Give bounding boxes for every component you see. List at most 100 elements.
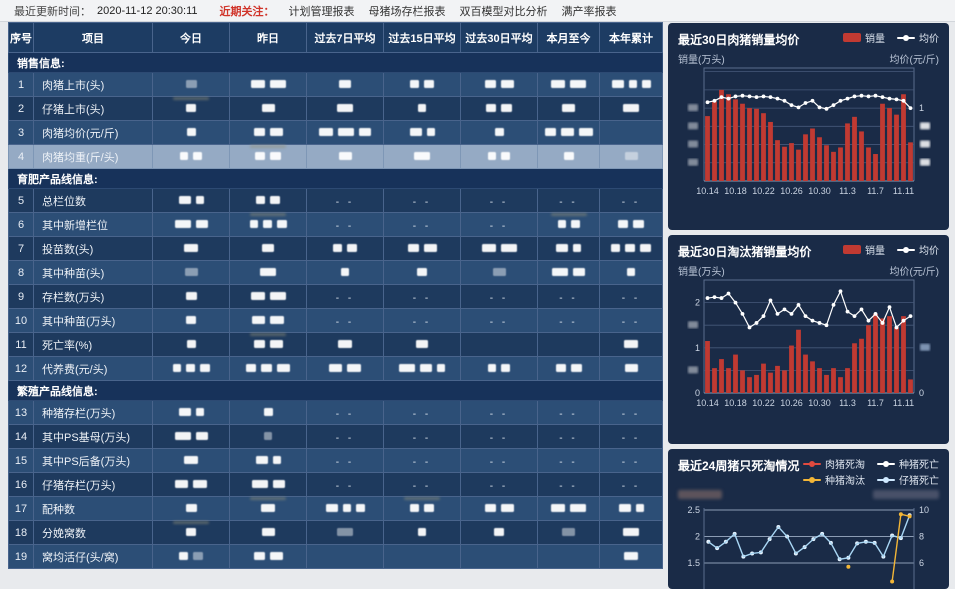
table-cell: [229, 188, 307, 213]
table-cell: - -: [383, 448, 461, 473]
table-cell: - -: [537, 188, 600, 213]
table-cell: - -: [383, 400, 461, 425]
redacted-value-blob: [184, 456, 198, 465]
redacted-value-blob: [624, 364, 638, 373]
no-data-dashes: - -: [621, 292, 641, 304]
table-row[interactable]: 3 肉猪均价(元/斤): [8, 120, 663, 145]
redacted-value-blob: [261, 528, 275, 537]
table-cell: [152, 400, 230, 425]
redacted-value-blob: [611, 80, 624, 89]
table-cell: - -: [383, 424, 461, 449]
table-row[interactable]: 14 其中PS基母(万头) - - - - - - - - - -: [8, 424, 663, 449]
table-row[interactable]: 18 分娩窝数: [8, 520, 663, 545]
blur-smudge: [250, 333, 286, 336]
table-cell: [460, 144, 538, 169]
table-row[interactable]: 2 仔猪上市(头): [8, 96, 663, 121]
redacted-value-blob: [494, 528, 504, 537]
legend-item-1[interactable]: 均价: [897, 30, 939, 45]
legend-item-2[interactable]: 种猪淘汰: [803, 472, 865, 487]
redacted-value-blob: [420, 364, 432, 373]
table-row[interactable]: 7 投苗数(头): [8, 236, 663, 261]
redacted-value-blob: [185, 504, 197, 513]
redacted-value-blob: [253, 128, 265, 137]
redacted-value-blob: [185, 292, 197, 301]
no-data-dashes: - -: [335, 432, 355, 444]
svg-text:1: 1: [695, 343, 700, 353]
redacted-value-blob: [195, 196, 204, 205]
no-data-dashes: - -: [489, 316, 509, 328]
legend-item-3[interactable]: 仔猪死亡: [877, 472, 939, 487]
legend-item-1[interactable]: 均价: [897, 242, 939, 257]
redacted-value-blob: [481, 244, 496, 253]
legend-item-1[interactable]: 种猪死亡: [877, 456, 939, 471]
table-cell: - -: [599, 448, 663, 473]
table-row[interactable]: 10 其中种苗(万头) - - - - - - - - - -: [8, 308, 663, 333]
redacted-value-blob: [437, 364, 445, 373]
redacted-value-blob: [416, 340, 428, 349]
table-cell: - -: [599, 308, 663, 333]
table-cell: [229, 72, 307, 97]
table-row[interactable]: 4 肉猪均重(斤/头): [8, 144, 663, 169]
no-data-dashes: - -: [559, 432, 578, 444]
table-row[interactable]: 6 其中新增栏位 - - - - - -: [8, 212, 663, 237]
table-cell: [229, 144, 307, 169]
table-cell: [383, 520, 461, 545]
table-row[interactable]: 13 种猪存栏(万头) - - - - - - - - - -: [8, 400, 663, 425]
table-cell: [460, 544, 538, 569]
redacted-value-blob: [175, 480, 188, 489]
redacted-value-blob: [249, 220, 258, 229]
no-data-dashes: - -: [489, 292, 509, 304]
table-row[interactable]: 11 死亡率(%): [8, 332, 663, 357]
legend-item-0[interactable]: 销量: [843, 242, 885, 257]
focus-link-1[interactable]: 母猪场存栏报表: [368, 5, 446, 18]
table-cell: [152, 332, 230, 357]
svg-text:10: 10: [919, 505, 929, 515]
pig-sales-price-chart: 1 10.14 10.18 10.22 10.26 10.30 11.3 11.7 11.11: [688, 67, 930, 196]
redacted-value-blob: [418, 104, 426, 113]
table-row[interactable]: 1 肉猪上市(头): [8, 72, 663, 97]
table-cell: [229, 448, 307, 473]
table-cell: - -: [537, 472, 600, 497]
focus-link-3[interactable]: 满产率报表: [561, 5, 617, 18]
table-row[interactable]: 15 其中PS后备(万头) - - - - - - - - - -: [8, 448, 663, 473]
table-cell: [229, 544, 307, 569]
redacted-value-blob: [551, 504, 565, 513]
table-cell: [229, 400, 307, 425]
table-cell: [460, 260, 538, 285]
table-cell: [152, 472, 230, 497]
svg-text:10.18: 10.18: [724, 398, 747, 408]
column-header: 本月至今: [537, 22, 600, 53]
row-index: 8: [8, 260, 34, 285]
table-row[interactable]: 19 窝均活仔(头/窝): [8, 544, 663, 569]
table-header-row: 序号 项目 今日 昨日 过去7日平均 过去15日平均 过去30日平均 本月至今 本年累计: [8, 22, 663, 53]
redacted-value-blob: [423, 244, 437, 253]
focus-link-2[interactable]: 双百模型对比分析: [459, 5, 548, 18]
table-row[interactable]: 16 仔猪存栏(万头) - - - - - - - - - -: [8, 472, 663, 497]
redacted-value-blob: [342, 504, 351, 513]
row-index: 4: [8, 144, 34, 169]
table-row[interactable]: 17 配种数: [8, 496, 663, 521]
redacted-value-blob: [501, 152, 510, 161]
row-item-name: 仔猪上市(头): [33, 96, 153, 121]
table-cell: - -: [306, 472, 384, 497]
redacted-value-blob: [347, 244, 357, 253]
table-row[interactable]: 8 其中种苗(头): [8, 260, 663, 285]
legend-item-0[interactable]: 销量: [843, 30, 885, 45]
table-row[interactable]: 9 存栏数(万头) - - - - - - - - - -: [8, 284, 663, 309]
redacted-value-blob: [339, 80, 351, 89]
legend-item-0[interactable]: 肉猪死淘: [803, 456, 865, 471]
blur-smudge: [250, 213, 286, 216]
table-cell: - -: [599, 424, 663, 449]
table-row[interactable]: 5 总栏位数 - - - - - - - - - -: [8, 188, 663, 213]
table-cell: [537, 236, 600, 261]
row-index: 6: [8, 212, 34, 237]
table-cell: [229, 496, 307, 521]
chart-title: 最近30日淘汰猪销量均价: [678, 245, 812, 259]
table-row[interactable]: 12 代养费(元/头): [8, 356, 663, 381]
redacted-value-blob: [178, 408, 191, 417]
update-time-value: 2020-11-12 20:30:11: [97, 4, 198, 17]
focus-link-0[interactable]: 计划管理报表: [288, 5, 355, 18]
table-cell: [537, 72, 600, 97]
redacted-value-blob: [338, 340, 352, 349]
svg-text:8: 8: [919, 532, 924, 542]
